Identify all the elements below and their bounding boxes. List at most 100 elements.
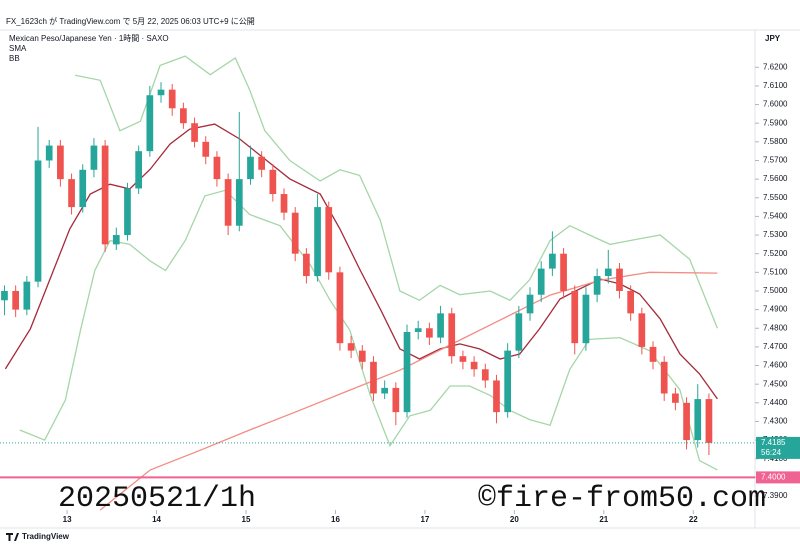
x-tick-label: 14	[152, 515, 161, 524]
candle-body	[537, 268, 545, 295]
candle-body	[135, 151, 143, 189]
price-label-box	[756, 471, 800, 484]
candle-body	[68, 179, 75, 208]
candle-body	[291, 212, 299, 254]
candle-body	[683, 402, 690, 441]
candle-body	[258, 156, 266, 170]
plot: 7.39007.40007.41007.42007.43007.44007.45…	[0, 55, 800, 524]
countdown: 56:24	[761, 448, 782, 457]
candle-body	[392, 387, 400, 413]
logo	[6, 533, 19, 541]
y-tick-label: 7.6000	[763, 100, 788, 109]
x-tick-label: 17	[420, 515, 429, 524]
candle-body	[224, 179, 232, 226]
x-tick-label: 13	[63, 515, 72, 524]
candle-body	[180, 108, 187, 124]
candle-body	[23, 281, 31, 310]
candle-body	[280, 194, 288, 213]
watermark: ©fire-from50.com	[478, 482, 766, 516]
candle-body	[101, 145, 109, 245]
candle-body	[202, 141, 210, 157]
candle-body	[57, 145, 64, 180]
price-label: 7.4000	[761, 472, 786, 481]
candle-body	[325, 207, 333, 273]
candle-body	[358, 350, 366, 362]
candle-body	[34, 160, 42, 282]
candle-body	[403, 331, 411, 413]
candle-body	[627, 290, 635, 314]
footer: TradingView	[22, 532, 70, 541]
x-tick-label: 15	[242, 515, 251, 524]
candle-body	[481, 369, 489, 381]
y-tick-label: 7.3900	[763, 491, 788, 500]
y-tick-label: 7.4400	[763, 398, 788, 407]
candle-body	[515, 313, 523, 351]
candle-body	[146, 95, 154, 152]
candle-body	[571, 290, 579, 344]
candle-body	[459, 356, 467, 362]
candle-body	[493, 380, 500, 413]
candle-body	[90, 145, 98, 170]
candle-body	[437, 313, 444, 338]
candle-body	[705, 399, 713, 443]
y-tick-label: 7.5600	[763, 174, 788, 183]
candle-body	[504, 350, 512, 413]
y-tick-label: 7.5300	[763, 230, 788, 239]
legend-item: BB	[9, 54, 20, 63]
x-tick-label: 16	[331, 515, 340, 524]
candle-body	[526, 294, 534, 314]
y-tick-label: 7.5800	[763, 137, 788, 146]
y-tick-label: 7.5900	[763, 118, 788, 127]
candle-body	[12, 290, 20, 310]
candle-body	[616, 268, 623, 291]
y-tick-label: 7.5700	[763, 156, 788, 165]
candle-body	[694, 399, 702, 441]
last-price-box	[756, 436, 800, 459]
candle-body	[560, 253, 567, 291]
candle-body	[470, 361, 478, 370]
candle-body	[235, 179, 243, 226]
candle-body	[549, 253, 556, 269]
last-price-label: 7.4185	[761, 438, 786, 447]
candle-body	[660, 361, 668, 394]
y-tick-label: 7.6100	[763, 81, 788, 90]
watermark: 20250521/1h	[58, 482, 256, 516]
candle-body	[593, 276, 601, 295]
y-tick-label: 7.4800	[763, 323, 788, 332]
candle-body	[649, 346, 657, 362]
candle-body	[112, 235, 120, 245]
y-tick-label: 7.4500	[763, 379, 788, 388]
candle-body	[347, 343, 355, 351]
candle-body	[79, 169, 87, 208]
candle-body	[191, 123, 198, 142]
chart-title: Mexican Peso/Japanese Yen · 1時間 · SAXO	[9, 34, 169, 43]
header: FX_1623ch が TradingView.com で 5月 22, 202…	[6, 16, 255, 26]
legend-item: SMA	[9, 44, 27, 53]
candle-body	[213, 156, 221, 180]
y-tick-label: 7.4900	[763, 305, 788, 314]
candle-body	[672, 393, 679, 403]
candle-body	[157, 89, 165, 96]
candle-body	[168, 89, 176, 109]
candle-body	[638, 313, 646, 347]
candle-body	[124, 188, 131, 236]
indicator-line	[74, 55, 719, 329]
candle-body	[414, 328, 422, 332]
candle-body	[604, 268, 612, 277]
y-tick-label: 7.5000	[763, 286, 788, 295]
indicator-line	[4, 123, 718, 400]
candle-body	[336, 272, 344, 344]
candle-body	[247, 156, 254, 180]
x-tick-label: 21	[599, 515, 608, 524]
candle-body	[582, 294, 590, 344]
candle-body	[381, 387, 389, 394]
y-tick-label: 7.5400	[763, 212, 788, 221]
candle-body	[314, 207, 321, 277]
y-tick-label: 7.5500	[763, 193, 788, 202]
candle-body	[370, 361, 377, 394]
candle-body	[1, 290, 8, 301]
candle-body	[45, 145, 53, 161]
